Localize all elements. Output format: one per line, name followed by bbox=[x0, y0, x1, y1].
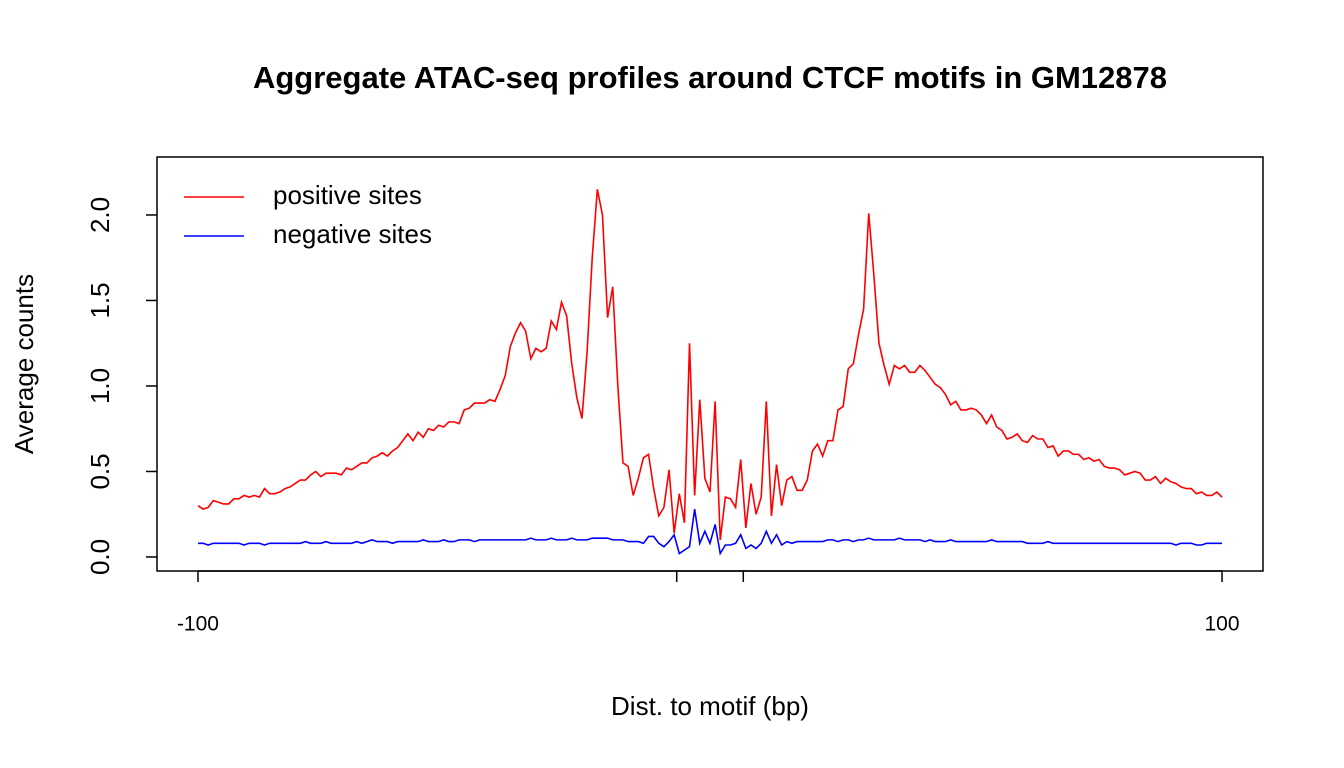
x-tick-label: -100 bbox=[177, 613, 219, 636]
data-line bbox=[197, 189, 1223, 540]
legend-label: positive sites bbox=[273, 180, 422, 210]
y-tick-label: 1.0 bbox=[85, 368, 115, 404]
data-line bbox=[197, 508, 1223, 556]
x-tick-label: 100 bbox=[1205, 613, 1240, 636]
y-tick-label: 0.0 bbox=[85, 539, 115, 575]
y-tick-label: 2.0 bbox=[85, 197, 115, 233]
y-axis-label: Average counts bbox=[9, 274, 39, 454]
y-tick-label: 0.5 bbox=[85, 453, 115, 489]
chart-title: Aggregate ATAC-seq profiles around CTCF … bbox=[253, 60, 1167, 95]
y-tick-label: 1.5 bbox=[85, 282, 115, 318]
legend-label: negative sites bbox=[273, 219, 432, 249]
x-axis-label: Dist. to motif (bp) bbox=[611, 691, 809, 721]
